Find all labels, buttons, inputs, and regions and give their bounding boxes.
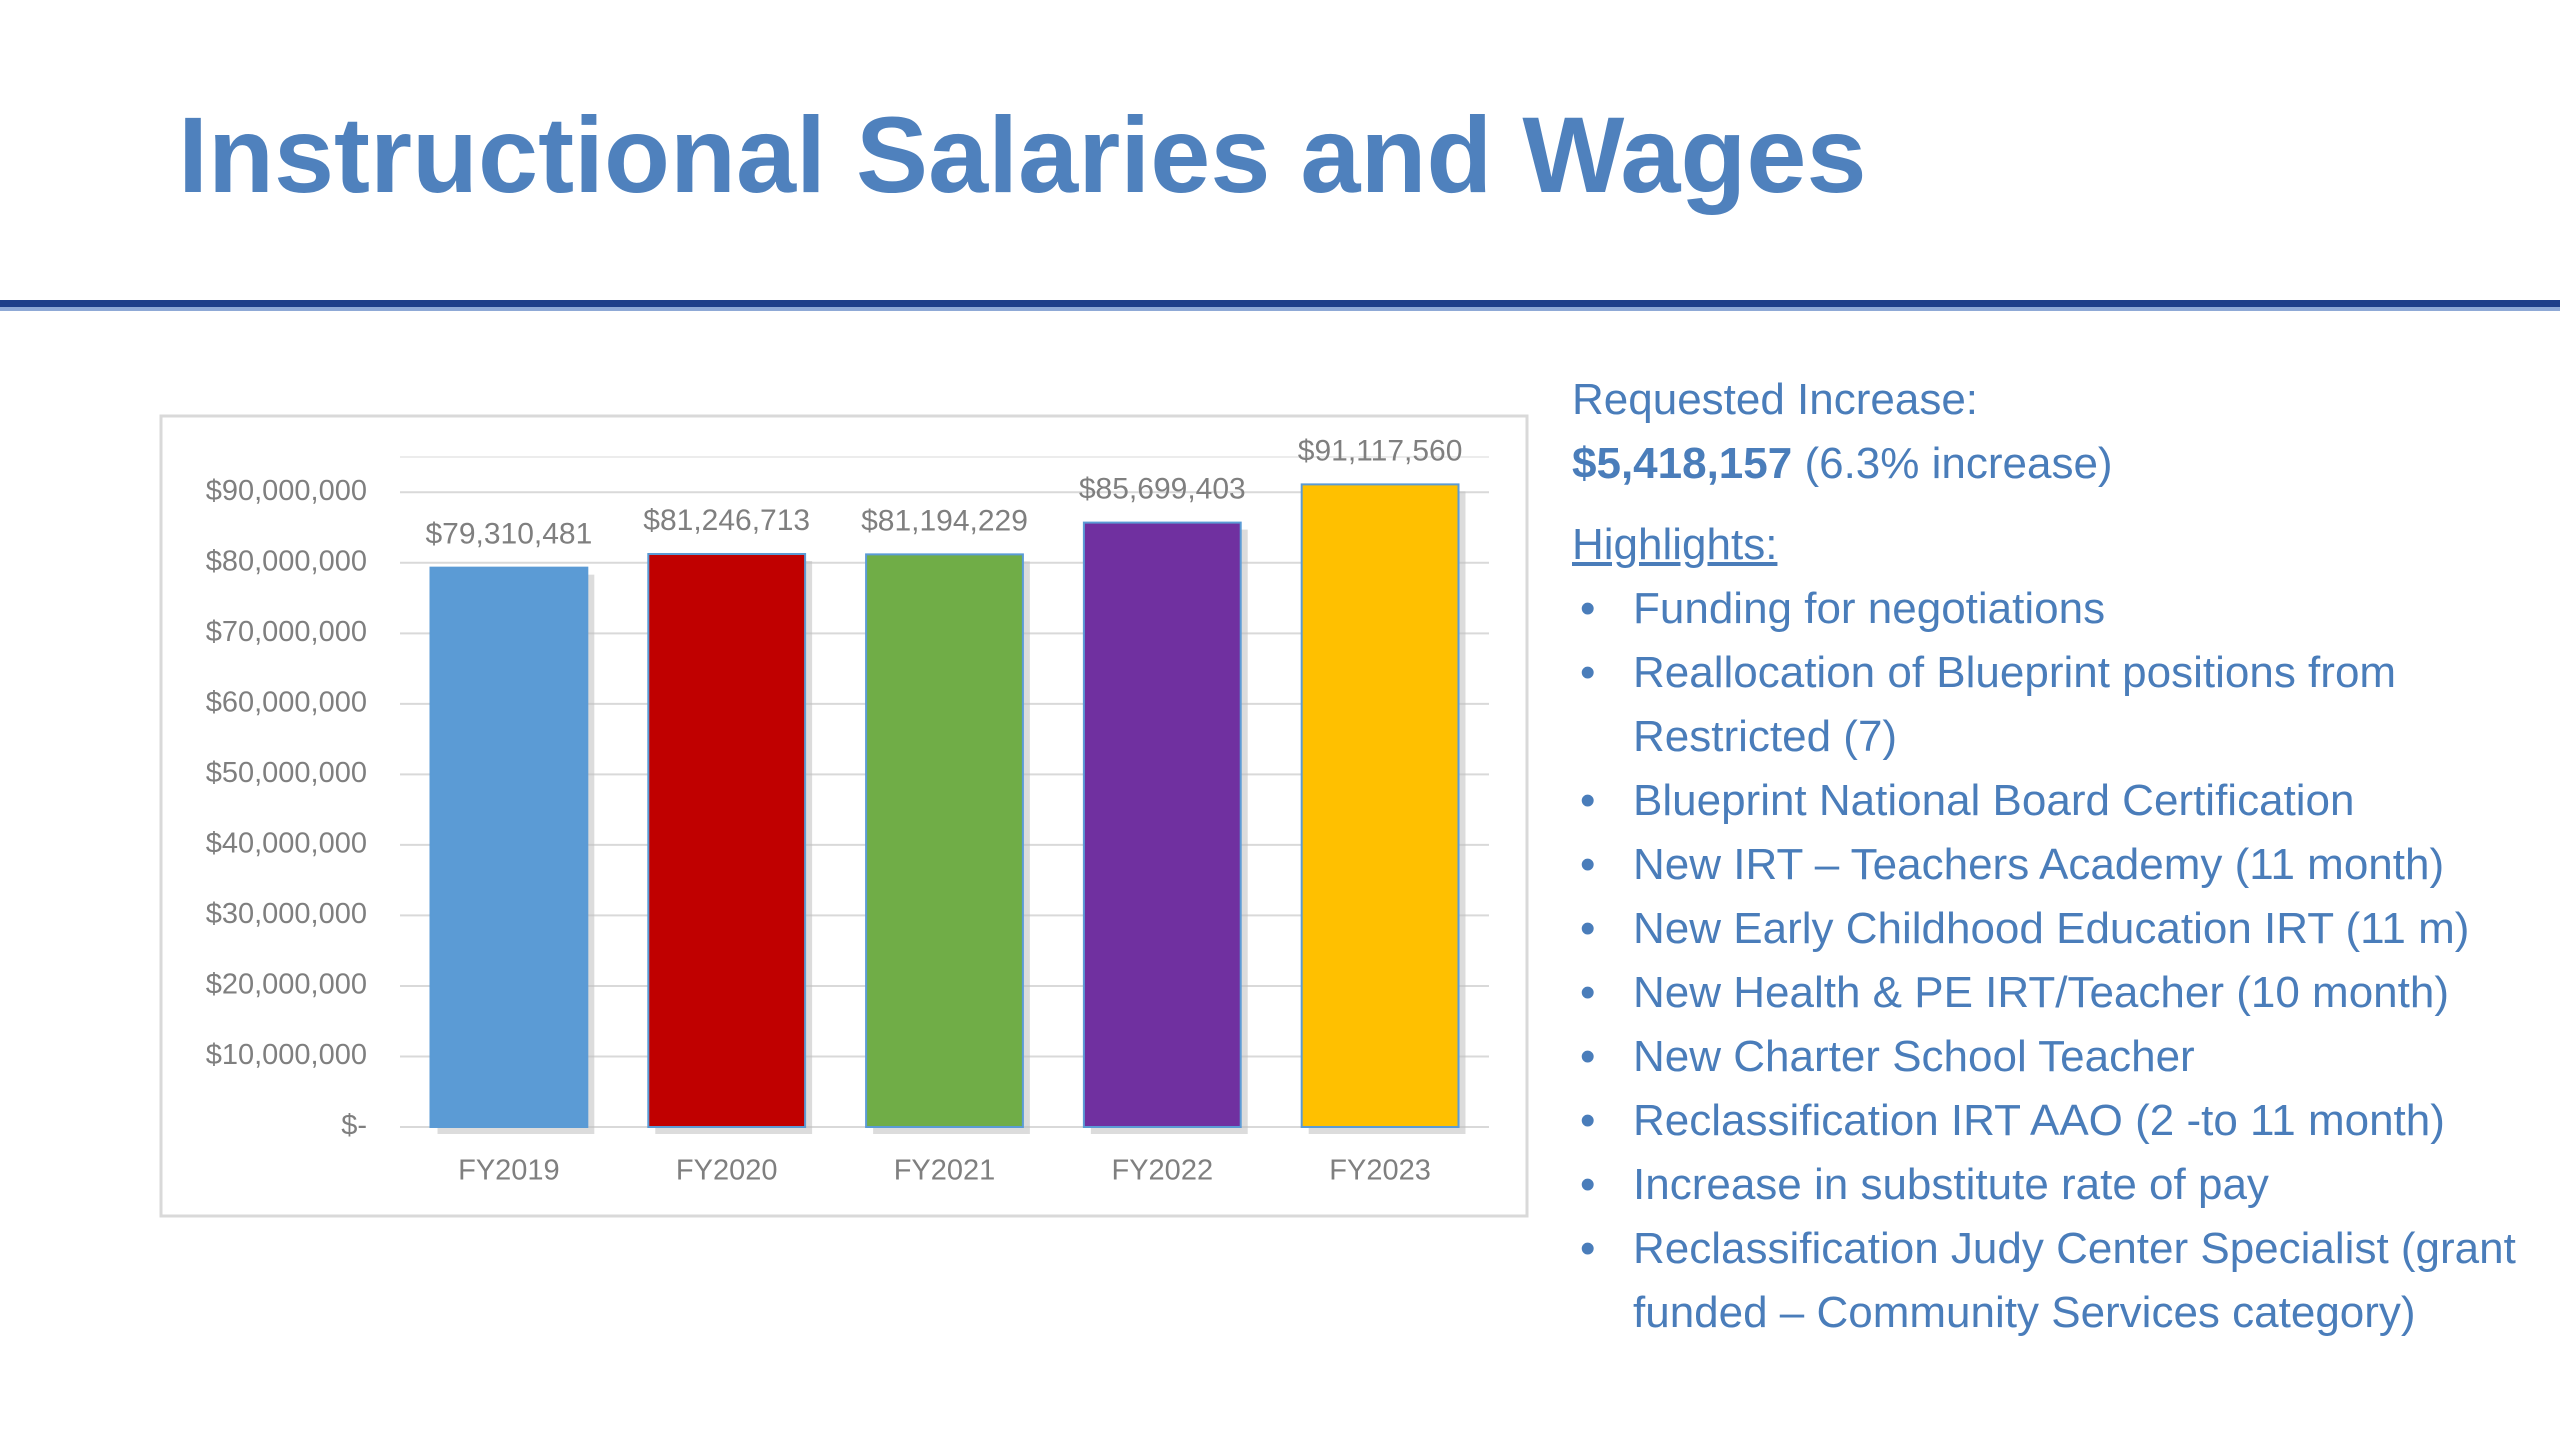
requested-amount-line: $5,418,157 (6.3% increase) xyxy=(1572,432,2547,496)
y-tick-label: $70,000,000 xyxy=(206,616,367,648)
y-tick-label: $40,000,000 xyxy=(206,828,367,860)
bar xyxy=(1082,521,1242,1128)
value-label: $91,117,560 xyxy=(1298,434,1463,467)
highlights-label: Highlights: xyxy=(1572,520,1778,569)
title-rule-shadow xyxy=(0,307,2560,311)
highlight-item: Reallocation of Blueprint positions from… xyxy=(1572,641,2547,769)
chart: $- $10,000,000 $20,000,000 $30,000,000 $40,0… xyxy=(159,414,1529,1218)
requested-label: Requested Increase: xyxy=(1572,375,1979,424)
highlight-item: New Health & PE IRT/Teacher (10 month) xyxy=(1572,961,2547,1025)
y-tick-label: $80,000,000 xyxy=(206,545,367,577)
highlight-item: Increase in substitute rate of pay xyxy=(1572,1153,2547,1217)
amount-note: (6.3% increase) xyxy=(1804,439,2113,488)
chart-frame xyxy=(159,414,1529,1218)
x-tick-label: FY2021 xyxy=(894,1155,996,1187)
highlight-item: Reclassification IRT AAO (2 -to 11 month… xyxy=(1572,1089,2547,1153)
y-tick-label: $20,000,000 xyxy=(206,969,367,1001)
highlight-item: Blueprint National Board Certification xyxy=(1572,769,2547,833)
y-tick-label: $60,000,000 xyxy=(206,686,367,718)
highlights-list: Funding for negotiationsReallocation of … xyxy=(1572,577,2547,1345)
highlight-item: New Charter School Teacher xyxy=(1572,1025,2547,1089)
value-label: $81,194,229 xyxy=(861,504,1028,537)
value-label: $79,310,481 xyxy=(425,518,592,551)
requested-amount: $5,418,157 xyxy=(1572,439,1793,488)
highlight-item: New Early Childhood Education IRT (11 m) xyxy=(1572,897,2547,961)
value-label: $85,699,403 xyxy=(1079,473,1246,506)
y-tick-label: $90,000,000 xyxy=(206,475,367,507)
x-tick-label: FY2023 xyxy=(1329,1155,1431,1187)
title-rule xyxy=(0,300,2560,307)
y-tick-label: $30,000,000 xyxy=(206,898,367,930)
bar xyxy=(429,566,589,1128)
bar xyxy=(1300,483,1460,1128)
highlight-item: Reclassification Judy Center Specialist … xyxy=(1572,1217,2547,1345)
x-tick-label: FY2020 xyxy=(676,1155,778,1187)
y-tick-label: $50,000,000 xyxy=(206,757,367,789)
x-tick-label: FY2019 xyxy=(458,1155,560,1187)
highlight-item: Funding for negotiations xyxy=(1572,577,2547,641)
slide-title: Instructional Salaries and Wages xyxy=(178,94,1867,215)
text-panel: Requested Increase: $5,418,157 (6.3% inc… xyxy=(1572,368,2547,1345)
x-tick-label: FY2022 xyxy=(1112,1155,1214,1187)
y-tick-label: $10,000,000 xyxy=(206,1039,367,1071)
y-tick-label: $- xyxy=(341,1110,367,1142)
bar xyxy=(865,553,1024,1128)
value-label: $81,246,713 xyxy=(643,504,810,537)
bar xyxy=(647,552,807,1128)
highlight-item: New IRT – Teachers Academy (11 month) xyxy=(1572,833,2547,897)
